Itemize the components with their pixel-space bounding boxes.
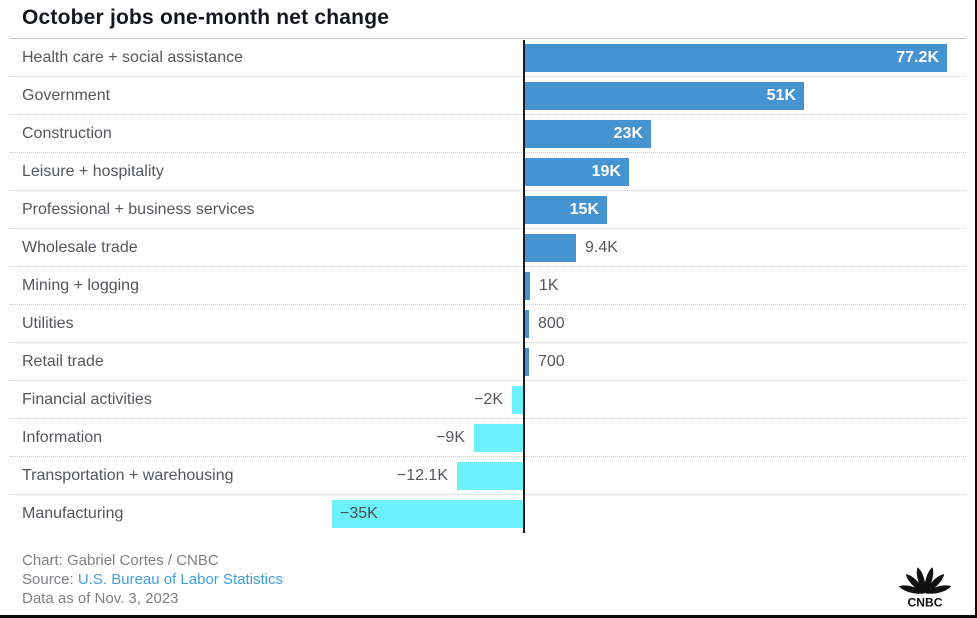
value-label: −35K — [340, 505, 378, 522]
bar-negative — [457, 462, 523, 490]
bar-positive — [525, 234, 576, 262]
value-label: 15K — [569, 201, 599, 218]
bar-positive: 15K — [525, 196, 607, 224]
chart-row: Transportation + warehousing −12.1K — [10, 457, 966, 495]
bar-negative — [512, 386, 523, 414]
category-label: Professional + business services — [22, 201, 255, 218]
data-as-of: Data as of Nov. 3, 2023 — [22, 590, 179, 607]
chart-row: Health care + social assistance 77.2K — [10, 39, 966, 77]
bar-positive: 23K — [525, 120, 651, 148]
chart-row: Construction 23K — [10, 115, 966, 153]
bar-chart: Health care + social assistance 77.2K Gove… — [10, 38, 966, 533]
category-label: Financial activities — [22, 391, 152, 408]
category-label: Manufacturing — [22, 505, 124, 522]
bar-positive — [525, 272, 530, 300]
chart-row: Leisure + hospitality 19K — [10, 153, 966, 191]
value-label: 700 — [538, 353, 565, 370]
category-label: Transportation + warehousing — [22, 467, 234, 484]
cnbc-logo: CNBC — [897, 556, 953, 610]
category-label: Mining + logging — [22, 277, 139, 294]
chart-row: Manufacturing −35K — [10, 495, 966, 533]
category-label: Wholesale trade — [22, 239, 138, 256]
source-label: Source: — [22, 571, 78, 588]
category-label: Leisure + hospitality — [22, 163, 164, 180]
category-label: Health care + social assistance — [22, 49, 243, 66]
peacock-icon — [898, 567, 952, 594]
chart-footer: Chart: Gabriel Cortes / CNBC Source: U.S… — [22, 551, 283, 608]
chart-row: Retail trade 700 — [10, 343, 966, 381]
category-label: Government — [22, 87, 111, 104]
chart-title: October jobs one-month net change — [22, 6, 390, 29]
chart-row: Utilities 800 — [10, 305, 966, 343]
value-label: 19K — [591, 163, 621, 180]
chart-row: Mining + logging 1K — [10, 267, 966, 305]
value-label: 51K — [766, 87, 796, 104]
value-label: 9.4K — [585, 239, 618, 256]
value-label: 1K — [539, 277, 559, 294]
chart-row: Government 51K — [10, 77, 966, 115]
chart-row: Financial activities −2K — [10, 381, 966, 419]
bar-negative: −35K — [332, 500, 523, 528]
chart-row: Wholesale trade 9.4K — [10, 229, 966, 267]
bar-positive — [525, 348, 529, 376]
zero-axis-line — [523, 40, 525, 533]
category-label: Utilities — [22, 315, 74, 332]
bar-negative — [474, 424, 523, 452]
chart-row: Professional + business services 15K — [10, 191, 966, 229]
bar-positive — [525, 310, 529, 338]
value-label: −12.1K — [396, 467, 448, 484]
bar-positive: 19K — [525, 158, 629, 186]
value-label: 23K — [613, 125, 643, 142]
category-label: Construction — [22, 125, 112, 142]
category-label: Information — [22, 429, 103, 446]
chart-rows: Health care + social assistance 77.2K Gove… — [10, 39, 966, 533]
value-label: −9K — [436, 429, 465, 446]
bar-positive: 77.2K — [525, 44, 947, 72]
source-line: Source: U.S. Bureau of Labor Statistics — [22, 570, 283, 589]
value-label: −2K — [474, 391, 503, 408]
value-label: 77.2K — [896, 49, 939, 66]
category-label: Retail trade — [22, 353, 104, 370]
chart-row: Information −9K — [10, 419, 966, 457]
value-label: 800 — [538, 315, 565, 332]
source-link[interactable]: U.S. Bureau of Labor Statistics — [77, 571, 283, 588]
cnbc-logo-text: CNBC — [908, 595, 943, 609]
chart-credit: Chart: Gabriel Cortes / CNBC — [22, 552, 219, 569]
bar-positive: 51K — [525, 82, 804, 110]
